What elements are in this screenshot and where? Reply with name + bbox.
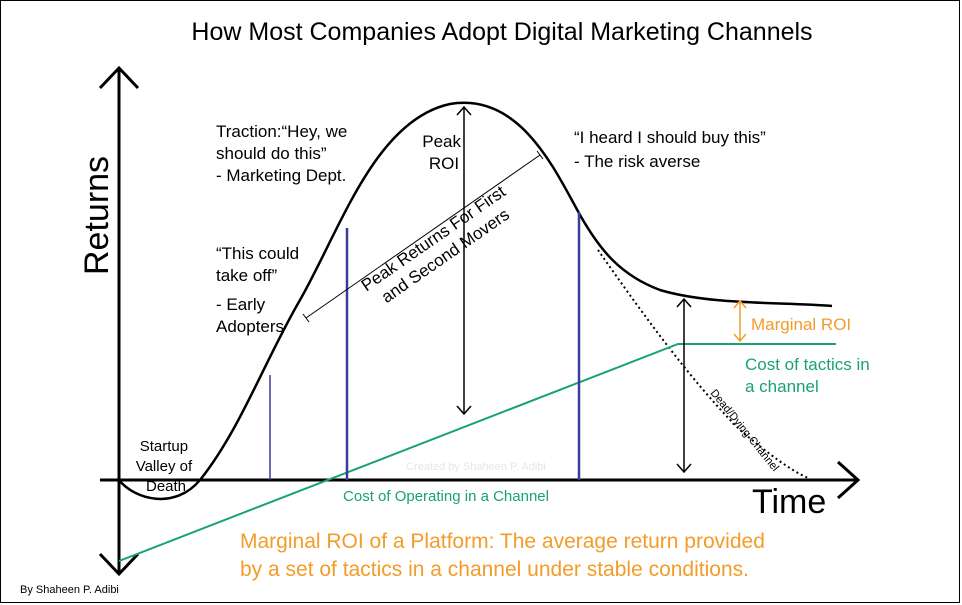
peak-returns-label: Peak Returns For First and Second Movers — [358, 182, 513, 307]
late-returns-arrowhead-bottom — [676, 463, 692, 474]
late-returns-arrowhead-top — [676, 297, 692, 308]
peak-roi-arrowhead-bottom — [456, 405, 472, 416]
marginal-roi-label: Marginal ROI — [751, 315, 851, 334]
x-axis-label: Time — [752, 483, 826, 521]
cost-of-tactics-label: Cost of tactics in a channel — [745, 355, 874, 396]
watermark: Created by Shaheen P. Adibi — [406, 461, 546, 473]
definition-text: Marginal ROI of a Platform: The average … — [240, 530, 771, 581]
y-axis-label: Returns — [78, 156, 116, 275]
peak-roi-label: Peak ROI — [422, 132, 465, 173]
peak-returns-span-tick-right — [536, 150, 544, 160]
cost-of-operating-label: Cost of Operating in a Channel — [343, 488, 549, 505]
risk-averse-label: “I heard I should buy this” - The risk a… — [574, 128, 771, 171]
returns-curve — [118, 101, 833, 501]
y-axis-arrow-bottom — [98, 552, 140, 577]
dead-channel-curve — [597, 249, 809, 479]
dead-channel-label: Dead/Dying Channel — [708, 387, 781, 473]
x-axis-arrow — [836, 460, 861, 500]
peak-returns-span-tick-left — [302, 313, 310, 323]
peak-roi-arrowhead-top — [456, 105, 472, 116]
cost-line — [118, 343, 836, 562]
marginal-roi-arrowhead-top — [733, 299, 747, 309]
diagram-title: How Most Companies Adopt Digital Marketi… — [191, 18, 812, 46]
peak-returns-span — [305, 154, 541, 319]
y-axis-arrow-top — [98, 65, 140, 90]
valley-label: Startup Valley of Death — [136, 438, 197, 495]
marginal-roi-arrowhead-bottom — [733, 333, 747, 343]
early-adopters-label: “This could take off” - Early Adopters — [216, 244, 304, 336]
traction-label: Traction:“Hey, we should do this” - Mark… — [216, 122, 352, 185]
credit-text: By Shaheen P. Adibi — [20, 584, 119, 596]
